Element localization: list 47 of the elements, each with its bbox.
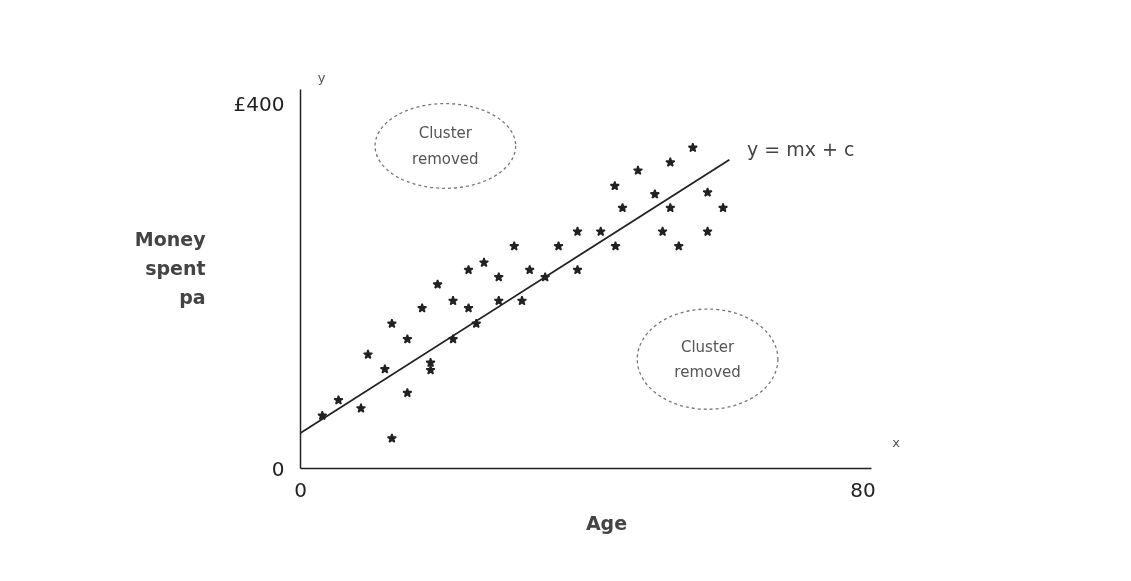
- point: [665, 202, 676, 213]
- point: [333, 394, 344, 405]
- point: [362, 349, 374, 360]
- text: y: [317, 70, 326, 86]
- point: [463, 264, 474, 275]
- annotation: Cluster removed: [674, 337, 741, 381]
- point: [355, 403, 367, 413]
- point: [572, 264, 583, 275]
- point: [516, 295, 528, 306]
- y-tick-label: £400: [233, 92, 285, 117]
- annotation: Cluster removed: [412, 124, 479, 168]
- point: [649, 188, 660, 199]
- point: [632, 165, 644, 176]
- point: [317, 410, 328, 421]
- point: [386, 318, 397, 329]
- series-label: y = mx + c: [746, 137, 855, 160]
- point: [687, 142, 698, 153]
- point: [717, 202, 729, 213]
- point: [432, 279, 443, 289]
- point: [417, 302, 428, 313]
- point: [379, 363, 390, 374]
- point: [617, 202, 628, 213]
- point: [665, 157, 676, 167]
- point: [402, 333, 413, 344]
- point: [524, 264, 535, 275]
- point: [572, 226, 583, 237]
- point: [478, 257, 490, 268]
- point: [673, 240, 684, 251]
- x-axis-title: Age: [585, 511, 628, 534]
- point: [447, 295, 459, 306]
- point: [463, 302, 474, 313]
- point: [609, 180, 620, 191]
- y-axis-title: Money spent pa: [134, 228, 207, 308]
- point: [702, 187, 713, 197]
- point: [595, 226, 606, 237]
- point: [402, 387, 413, 398]
- point: [425, 364, 436, 375]
- point: [386, 433, 397, 443]
- point: [657, 226, 668, 237]
- x-tick-label: 80: [850, 477, 876, 502]
- point: [425, 357, 436, 368]
- point: [493, 271, 504, 282]
- point: [553, 240, 564, 251]
- point: [610, 240, 621, 251]
- point: [702, 226, 713, 237]
- text: x: [892, 435, 901, 451]
- point: [509, 240, 520, 251]
